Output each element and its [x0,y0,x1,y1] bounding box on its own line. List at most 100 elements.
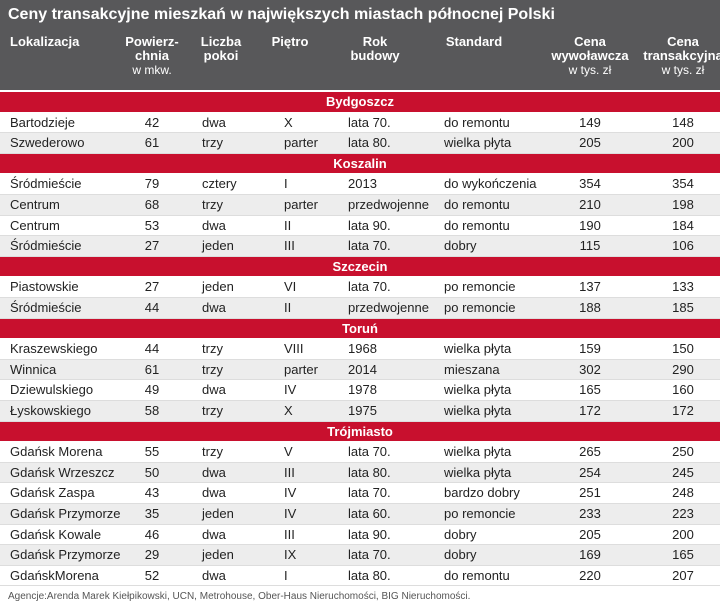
cell: 44 [144,300,160,315]
cell: dobry [444,238,477,254]
table-row [0,298,720,319]
cell: 46 [144,526,160,542]
cell: przedwojenne [348,300,429,315]
cell: parter [284,197,318,212]
cell: dwa [202,567,226,583]
title: Ceny transakcyjne mieszkań w największyc… [8,6,555,23]
cell: 79 [144,176,160,192]
cell: Piastowskie [10,279,79,295]
cell: 53 [144,217,160,233]
cell: Kraszewskiego [10,341,98,357]
cell: trzy [202,444,223,460]
cell: 169 [579,547,601,563]
cell: 233 [579,506,601,521]
cell: 172 [579,403,601,418]
column-header: chnia [135,48,169,63]
cell: III [284,238,295,254]
cell: Gdańsk Przymorze [10,506,121,521]
cell: 354 [579,176,601,192]
cell: 27 [144,238,160,254]
table-row [0,380,720,401]
section-name: Bydgoszcz [326,94,394,109]
cell: 160 [672,382,694,398]
table-row [0,236,720,257]
cell: V [284,444,293,460]
cell: lata 70. [348,238,391,254]
cell: trzy [202,361,223,377]
cell: bardzo dobry [444,485,520,501]
cell: Centrum [10,217,60,233]
table-row [0,339,720,360]
cell: 159 [579,341,601,357]
cell: III [284,526,295,542]
cell: jeden [202,238,234,254]
cell: IV [284,485,297,501]
cell: 35 [144,506,160,521]
cell: parter [284,135,318,151]
cell: jeden [202,279,234,295]
table-row [0,174,720,195]
cell: Gdańsk Przymorze [10,547,121,563]
cell: dobry [444,547,477,563]
section-bar [0,421,720,442]
column-header: Lokalizacja [10,34,80,49]
column-header: wywoławcza [551,48,629,63]
cell: Gdańsk Morena [10,444,103,460]
cell: lata 70. [348,279,391,295]
cell: 165 [672,547,694,563]
column-header: Rok [362,34,388,49]
cell: VI [284,279,297,295]
cell: po remoncie [444,506,516,521]
cell: Dziewulskiego [10,382,94,398]
cell: Gdańsk Zaspa [10,485,95,501]
column-unit: w tys. zł [568,63,612,77]
cell: dwa [202,114,226,130]
table-row [0,133,720,154]
cell: 220 [579,567,601,583]
cell: 245 [672,464,694,480]
table-row [0,112,720,134]
cell: po remoncie [444,300,516,315]
cell: 200 [672,135,694,151]
column-header: Liczba [200,34,242,49]
column-header: Cena [667,34,699,49]
cell: 302 [579,361,601,377]
cell: 137 [579,279,601,295]
cell: jeden [202,506,234,521]
section-name: Szczecin [332,258,388,274]
cell: 44 [144,341,160,357]
cell: trzy [202,197,223,212]
cell: Gdańsk Kowale [10,526,102,542]
cell: 205 [579,526,601,542]
cell: 248 [672,485,694,501]
cell: III [284,464,295,480]
cell: lata 80. [348,135,391,151]
cell: do remontu [444,197,510,212]
cell: 251 [579,485,601,501]
cell: 148 [672,114,694,130]
table-row [0,277,720,298]
cell: mieszana [444,361,500,377]
section-bar [0,318,720,339]
cell: 205 [579,135,601,151]
table-row [0,401,720,422]
cell: I [284,176,288,192]
cell: Szwederowo [10,135,85,151]
cell: VIII [284,341,304,357]
cell: 27 [144,279,160,295]
cell: trzy [202,403,223,418]
cell: 190 [579,217,601,233]
column-header: Cena [574,34,606,49]
cell: 50 [144,464,160,480]
cell: do remontu [444,217,510,233]
cell: 1975 [348,403,377,418]
column-unit: w tys. zł [661,63,705,77]
cell: 188 [579,300,601,315]
cell: Łyskowskiego [10,403,91,418]
section-name: Toruń [342,320,378,336]
cell: 254 [579,464,601,480]
cell: cztery [202,176,237,192]
column-header: pokoi [203,48,239,63]
column-unit: w mkw. [132,63,172,77]
